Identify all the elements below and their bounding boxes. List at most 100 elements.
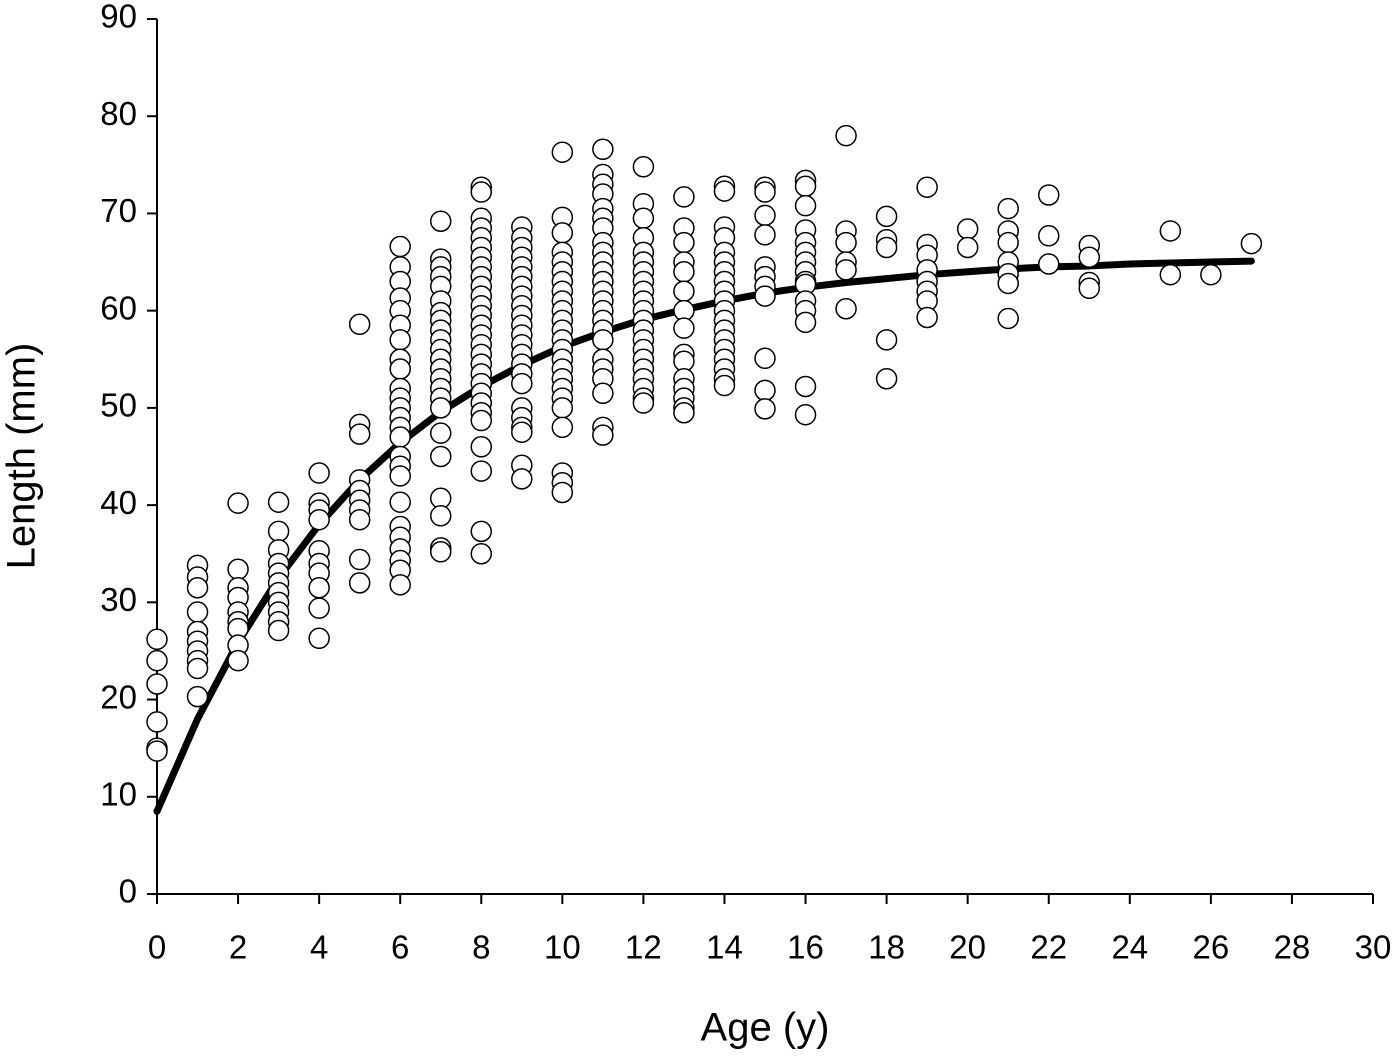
data-point (308, 597, 330, 619)
data-point (470, 520, 493, 543)
data-point (308, 577, 330, 599)
data-point (592, 382, 614, 405)
x-tick-label: 24 (1111, 929, 1148, 966)
data-point (673, 186, 695, 208)
data-point (916, 176, 938, 198)
x-tick-label: 22 (1030, 929, 1067, 966)
data-point (1037, 225, 1060, 247)
data-point (997, 231, 1019, 254)
data-point (794, 403, 817, 426)
y-tick-label: 30 (100, 581, 137, 618)
data-point (186, 685, 209, 708)
data-point (794, 375, 817, 398)
data-point (1159, 263, 1182, 286)
data-point (1037, 253, 1060, 275)
data-point (754, 224, 776, 246)
data-point (470, 181, 493, 203)
y-axis-title: Length (mm) (0, 343, 44, 570)
data-point (875, 236, 898, 259)
x-tick-label: 20 (949, 929, 986, 966)
data-point (592, 424, 614, 446)
data-point (227, 649, 249, 672)
data-point (632, 207, 655, 230)
x-tick-label: 4 (310, 929, 328, 966)
data-point (1078, 246, 1101, 268)
data-point (916, 306, 938, 329)
data-point (673, 280, 695, 302)
data-point (551, 222, 574, 244)
data-point (429, 210, 452, 232)
y-tick-label: 70 (100, 192, 137, 229)
data-point (835, 259, 857, 281)
data-point (267, 520, 290, 543)
data-point (754, 285, 776, 307)
data-point (673, 231, 695, 254)
data-point (754, 347, 776, 370)
data-point (146, 740, 168, 762)
y-tick-label: 40 (100, 484, 137, 521)
data-point (389, 235, 411, 258)
data-point (592, 138, 614, 161)
data-point (389, 329, 411, 351)
data-point (997, 307, 1019, 330)
data-point (875, 205, 898, 228)
x-tick-label: 2 (229, 929, 247, 966)
data-point (551, 481, 574, 504)
data-point (835, 124, 857, 147)
data-point (146, 711, 168, 733)
data-point (429, 445, 452, 468)
data-point (308, 627, 330, 650)
data-point (794, 175, 817, 197)
data-point (754, 181, 776, 203)
data-point (470, 409, 493, 432)
x-tick-label: 28 (1274, 929, 1311, 966)
x-tick-label: 6 (391, 929, 409, 966)
data-point (511, 468, 533, 490)
data-point (186, 657, 209, 680)
data-point (511, 421, 533, 443)
y-tick-label: 10 (100, 775, 137, 812)
data-point (389, 426, 411, 448)
data-point (227, 558, 249, 581)
data-point (713, 180, 736, 202)
data-point (713, 374, 736, 397)
y-tick-label: 80 (100, 95, 137, 132)
data-point (551, 397, 574, 419)
data-point (794, 194, 817, 217)
data-point (470, 460, 493, 482)
data-point (186, 601, 209, 623)
data-point (632, 392, 655, 414)
data-point (186, 577, 209, 599)
data-point (673, 261, 695, 283)
x-tick-label: 16 (787, 929, 824, 966)
data-point (835, 297, 857, 320)
y-tick-label: 20 (100, 678, 137, 715)
data-point (1037, 184, 1060, 206)
data-point (592, 329, 614, 351)
y-tick-label: 60 (100, 289, 137, 326)
data-point (267, 619, 290, 642)
data-point (754, 398, 776, 420)
data-point (348, 313, 371, 336)
data-point (997, 197, 1019, 220)
data-point (1159, 220, 1182, 242)
data-point (227, 492, 249, 514)
y-tick-label: 50 (100, 387, 137, 424)
data-point (997, 272, 1019, 295)
data-point (267, 491, 290, 513)
data-point (389, 491, 411, 513)
x-tick-label: 26 (1193, 929, 1230, 966)
data-point (754, 379, 776, 402)
data-point (348, 423, 371, 445)
x-tick-label: 12 (625, 929, 662, 966)
x-tick-label: 30 (1355, 929, 1392, 966)
data-point (429, 422, 452, 444)
data-point (551, 141, 574, 163)
data-point (835, 231, 857, 254)
data-point (429, 397, 452, 419)
data-point (956, 236, 979, 259)
data-point (1078, 277, 1101, 300)
data-point (673, 402, 695, 424)
data-point (308, 508, 330, 531)
